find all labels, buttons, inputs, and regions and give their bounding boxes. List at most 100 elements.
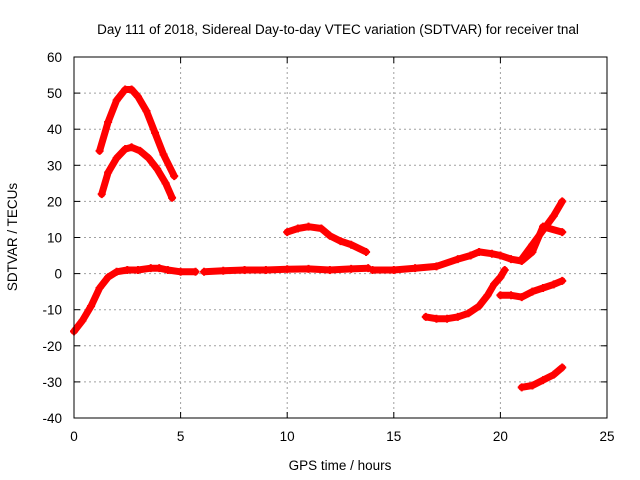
data-point: [490, 280, 499, 289]
data-point: [507, 291, 516, 300]
data-point: [432, 262, 441, 271]
y-tick-label: 10: [47, 231, 62, 246]
data-point: [155, 264, 164, 273]
y-tick-label: 20: [47, 194, 62, 209]
data-point: [144, 154, 153, 163]
data-point: [528, 240, 537, 249]
data-point: [95, 284, 104, 293]
data-point: [200, 267, 209, 276]
data-point: [283, 265, 292, 274]
x-tick-label: 10: [280, 429, 295, 444]
data-point: [121, 145, 130, 154]
series-baseline-mid: [200, 264, 373, 276]
series-bump-10-14: [283, 222, 371, 256]
data-point: [549, 370, 558, 379]
data-point: [487, 249, 496, 258]
data-point: [304, 264, 313, 273]
data-point: [304, 222, 313, 231]
series-line: [422, 266, 509, 323]
data-point: [539, 284, 548, 293]
series-right-bottom: [517, 363, 567, 392]
data-point: [127, 143, 136, 152]
data-point: [325, 231, 334, 240]
series-arc-upper: [97, 143, 177, 202]
y-tick-label: 50: [47, 86, 62, 101]
data-point: [453, 312, 462, 321]
data-point: [517, 293, 526, 302]
data-point: [261, 265, 270, 274]
data-point: [496, 273, 505, 282]
data-point: [483, 291, 492, 300]
data-point: [97, 190, 106, 199]
x-axis-label: GPS time / hours: [289, 458, 392, 473]
data-point: [161, 179, 170, 188]
y-tick-label: -10: [42, 303, 62, 318]
series-right-mid: [496, 276, 567, 302]
data-point: [325, 265, 334, 274]
data-point: [496, 291, 505, 300]
data-point: [496, 251, 505, 260]
data-point: [475, 247, 484, 256]
x-tick-label: 20: [493, 429, 508, 444]
series-line: [98, 143, 176, 202]
data-point: [133, 265, 142, 274]
x-tick-label: 0: [70, 429, 78, 444]
data-point: [517, 383, 526, 392]
x-tick-label: 15: [386, 429, 401, 444]
data-point: [347, 240, 356, 249]
y-tick-label: 40: [47, 122, 62, 137]
data-point: [432, 314, 441, 323]
data-point: [104, 273, 113, 282]
data-point: [78, 316, 87, 325]
data-point: [411, 264, 420, 273]
data-point: [475, 302, 484, 311]
data-point: [112, 96, 121, 105]
y-tick-label: 60: [47, 50, 62, 65]
axis-ticks: 0 5 10 15 20 25 -40 -30 -20 -10 0 10 20 30 40 50 60: [42, 50, 614, 444]
data-point: [112, 267, 121, 276]
data-point: [170, 172, 179, 181]
data-point: [528, 381, 537, 390]
series-right-rising: [517, 197, 567, 264]
data-point: [549, 280, 558, 289]
x-tick-label: 25: [599, 429, 614, 444]
data-point: [127, 85, 136, 94]
data-point: [558, 276, 567, 285]
y-tick-label: 30: [47, 158, 62, 173]
y-tick-label: -30: [42, 375, 62, 390]
data-point: [500, 265, 509, 274]
chart-title: Day 111 of 2018, Sidereal Day-to-day VTE…: [97, 22, 579, 37]
data-point: [389, 265, 398, 274]
data-point: [176, 267, 185, 276]
data-point: [95, 146, 104, 155]
data-point: [507, 255, 516, 264]
data-point: [123, 265, 132, 274]
series-line: [96, 86, 178, 180]
series-arc-top: [95, 85, 179, 181]
data-point: [283, 228, 292, 237]
data-point: [163, 265, 172, 274]
data-point: [528, 287, 537, 296]
data-point: [517, 255, 526, 264]
data-point: [142, 107, 151, 116]
data-point: [104, 168, 113, 177]
data-point: [168, 193, 177, 202]
data-point: [549, 211, 558, 220]
data-point: [336, 237, 345, 246]
data-point: [443, 314, 452, 323]
data-point: [159, 150, 168, 159]
y-tick-label: 0: [54, 267, 62, 282]
data-point: [219, 266, 228, 275]
data-point: [558, 197, 567, 206]
data-point: [421, 312, 430, 321]
y-axis-label: SDTVAR / TECUs: [5, 183, 20, 292]
data-point: [539, 226, 548, 235]
x-tick-label: 5: [177, 429, 185, 444]
series-lower-right: [421, 265, 509, 323]
data-point: [151, 128, 160, 137]
y-tick-label: -20: [42, 339, 62, 354]
y-tick-label: -40: [42, 411, 62, 426]
data-point: [368, 265, 377, 274]
